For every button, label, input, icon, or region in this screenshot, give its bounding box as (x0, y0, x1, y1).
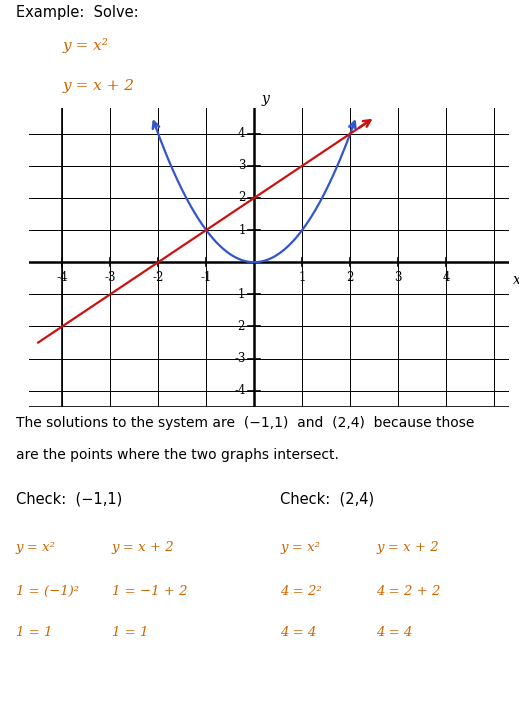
Text: 4 = 2 + 2: 4 = 2 + 2 (376, 585, 441, 598)
Text: 4: 4 (443, 271, 450, 284)
Text: -2: -2 (153, 271, 164, 284)
Text: y = x²: y = x² (62, 38, 108, 53)
Text: Example:  Solve:: Example: Solve: (16, 5, 138, 20)
Text: x: x (513, 274, 519, 287)
Text: 1 = (−1)²: 1 = (−1)² (16, 585, 79, 598)
Text: y = x²: y = x² (280, 541, 320, 554)
Text: y = x²: y = x² (16, 541, 56, 554)
Text: -2: -2 (234, 320, 245, 333)
Text: y: y (262, 92, 269, 107)
Text: y = x + 2: y = x + 2 (112, 541, 174, 554)
Text: y = x + 2: y = x + 2 (62, 78, 134, 93)
Text: 1 = 1: 1 = 1 (112, 626, 148, 639)
Text: 4 = 2²: 4 = 2² (280, 585, 322, 598)
Text: y = x + 2: y = x + 2 (376, 541, 439, 554)
Text: 2: 2 (238, 192, 245, 204)
Text: -3: -3 (234, 352, 245, 365)
Text: 4 = 4: 4 = 4 (280, 626, 317, 639)
Text: are the points where the two graphs intersect.: are the points where the two graphs inte… (16, 448, 338, 462)
Text: 1 = 1: 1 = 1 (16, 626, 52, 639)
Text: 1: 1 (298, 271, 306, 284)
Text: 3: 3 (238, 159, 245, 172)
Text: -3: -3 (104, 271, 116, 284)
Text: 3: 3 (394, 271, 402, 284)
Text: Check:  (2,4): Check: (2,4) (280, 491, 374, 506)
Text: 1: 1 (238, 224, 245, 237)
Text: 1 = −1 + 2: 1 = −1 + 2 (112, 585, 187, 598)
Text: 4 = 4: 4 = 4 (376, 626, 413, 639)
Text: -4: -4 (234, 384, 245, 397)
Text: 4: 4 (238, 127, 245, 140)
Text: -1: -1 (234, 288, 245, 301)
Text: 2: 2 (347, 271, 354, 284)
Text: -1: -1 (200, 271, 212, 284)
Text: The solutions to the system are  (−1,1)  and  (2,4)  because those: The solutions to the system are (−1,1) a… (16, 416, 474, 430)
Text: -4: -4 (57, 271, 68, 284)
Text: Check:  (−1,1): Check: (−1,1) (16, 491, 122, 506)
